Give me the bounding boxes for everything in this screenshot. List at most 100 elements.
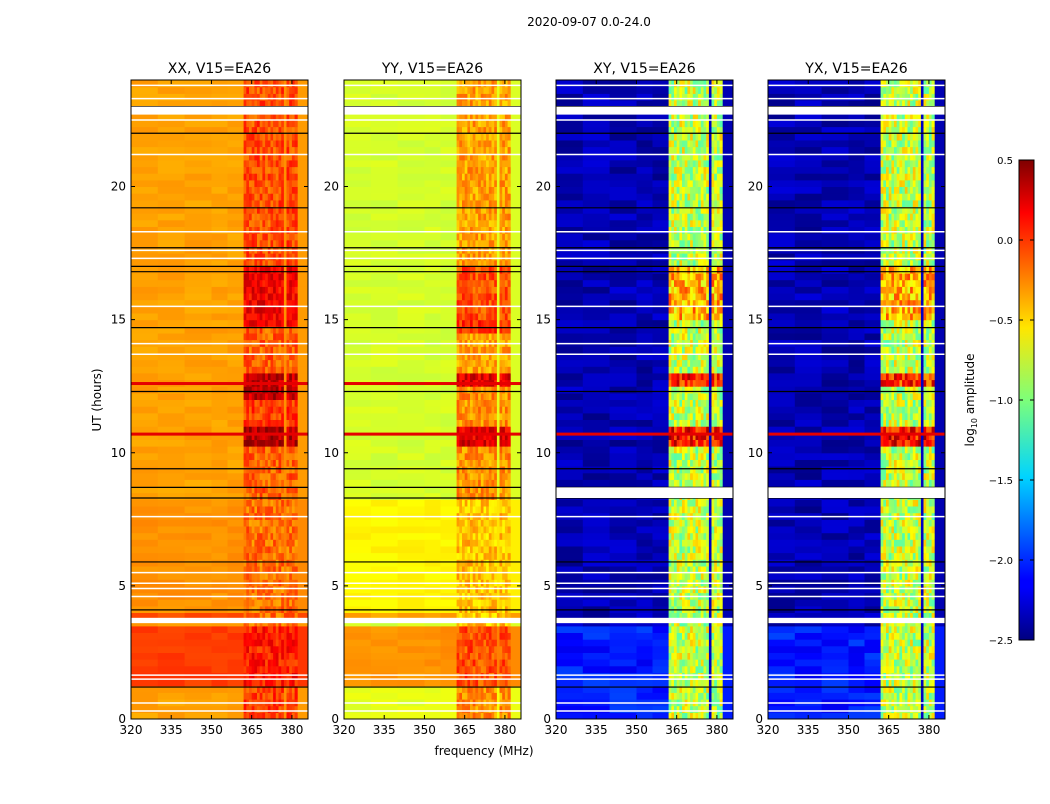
heatmap-cell bbox=[478, 573, 481, 580]
heatmap-cell bbox=[265, 220, 268, 227]
heatmap-cell bbox=[505, 400, 508, 407]
heatmap-cell bbox=[478, 519, 481, 526]
heatmap-cell bbox=[505, 413, 508, 420]
heatmap-cell bbox=[268, 93, 271, 100]
heatmap-cell bbox=[500, 506, 503, 513]
heatmap-cell bbox=[287, 692, 290, 699]
heatmap-cell bbox=[475, 180, 478, 187]
heatmap-cell bbox=[268, 506, 271, 513]
heatmap-cell bbox=[462, 253, 465, 260]
heatmap-cell bbox=[287, 639, 290, 646]
heatmap-cell bbox=[481, 493, 484, 500]
heatmap-cell bbox=[158, 539, 185, 546]
heatmap-cell bbox=[212, 313, 229, 320]
heatmap-cell bbox=[457, 426, 460, 433]
heatmap-cell bbox=[297, 413, 308, 420]
heatmap-cell bbox=[508, 306, 511, 313]
heatmap-cell bbox=[465, 420, 468, 427]
heatmap-cell bbox=[505, 659, 508, 666]
heatmap-cell bbox=[500, 213, 503, 220]
heatmap-cell bbox=[425, 446, 442, 453]
heatmap-cell bbox=[276, 273, 279, 280]
heatmap-cell bbox=[228, 553, 245, 560]
heatmap-cell bbox=[481, 446, 484, 453]
heatmap-cell bbox=[502, 493, 505, 500]
heatmap-cell bbox=[502, 692, 505, 699]
heatmap-cell bbox=[292, 573, 295, 580]
heatmap-cell bbox=[344, 706, 371, 713]
heatmap-cell bbox=[289, 459, 292, 466]
heatmap-cell bbox=[489, 473, 492, 480]
heatmap-cell bbox=[344, 446, 371, 453]
heatmap-cell bbox=[273, 306, 276, 313]
heatmap-cell bbox=[398, 666, 425, 673]
heatmap-cell bbox=[249, 493, 252, 500]
heatmap-cell bbox=[510, 180, 521, 187]
heatmap-cell bbox=[273, 386, 276, 393]
heatmap-cell bbox=[252, 573, 255, 580]
heatmap-cell bbox=[494, 459, 497, 466]
heatmap-cell bbox=[281, 559, 284, 566]
heatmap-cell bbox=[246, 506, 249, 513]
heatmap-cell bbox=[457, 473, 460, 480]
heatmap-cell bbox=[289, 180, 292, 187]
heatmap-cell bbox=[510, 93, 521, 100]
heatmap-cell bbox=[505, 233, 508, 240]
heatmap-cell bbox=[478, 506, 481, 513]
heatmap-cell bbox=[249, 226, 252, 233]
heatmap-cell bbox=[158, 173, 185, 180]
heatmap-cell bbox=[228, 173, 245, 180]
heatmap-cell bbox=[131, 273, 158, 280]
heatmap-cell bbox=[502, 633, 505, 640]
heatmap-cell bbox=[260, 393, 263, 400]
heatmap-cell bbox=[158, 366, 185, 373]
heatmap-cell bbox=[462, 466, 465, 473]
heatmap-cell bbox=[371, 420, 398, 427]
heatmap-cell bbox=[246, 306, 249, 313]
heatmap-cell bbox=[500, 346, 503, 353]
heatmap-cell bbox=[297, 400, 308, 407]
heatmap-cell bbox=[276, 200, 279, 207]
heatmap-cell bbox=[279, 459, 282, 466]
heatmap-cell bbox=[289, 553, 292, 560]
heatmap-cell bbox=[508, 573, 511, 580]
heatmap-cell bbox=[478, 193, 481, 200]
heatmap-cell bbox=[481, 333, 484, 340]
heatmap-cell bbox=[212, 493, 229, 500]
heatmap-cell bbox=[344, 506, 371, 513]
heatmap-cell bbox=[441, 473, 458, 480]
heatmap-cell bbox=[481, 526, 484, 533]
heatmap-cell bbox=[273, 626, 276, 633]
heatmap-cell bbox=[478, 273, 481, 280]
heatmap-cell bbox=[276, 526, 279, 533]
heatmap-cell bbox=[268, 200, 271, 207]
heatmap-cell bbox=[276, 679, 279, 686]
heatmap-cell bbox=[478, 459, 481, 466]
heatmap-cell bbox=[473, 533, 476, 540]
heatmap-cell bbox=[489, 692, 492, 699]
heatmap-cell bbox=[246, 633, 249, 640]
heatmap-cell bbox=[273, 453, 276, 460]
heatmap-cell bbox=[273, 187, 276, 194]
heatmap-cell bbox=[473, 120, 476, 127]
heatmap-cell bbox=[268, 459, 271, 466]
heatmap-cell bbox=[260, 420, 263, 427]
heatmap-cell bbox=[297, 553, 308, 560]
heatmap-cell bbox=[465, 553, 468, 560]
heatmap-cell bbox=[508, 346, 511, 353]
heatmap-cell bbox=[281, 253, 284, 260]
heatmap-cell bbox=[158, 180, 185, 187]
heatmap-cell bbox=[465, 140, 468, 147]
heatmap-cell bbox=[344, 526, 371, 533]
heatmap-cell bbox=[228, 87, 245, 94]
heatmap-cell bbox=[257, 93, 260, 100]
heatmap-cell bbox=[398, 466, 425, 473]
heatmap-cell bbox=[257, 546, 260, 553]
heatmap-cell bbox=[246, 193, 249, 200]
heatmap-cell bbox=[500, 406, 503, 413]
heatmap-cell bbox=[252, 253, 255, 260]
heatmap-cell bbox=[441, 293, 458, 300]
heatmap-cell bbox=[475, 286, 478, 293]
heatmap-cell bbox=[158, 373, 185, 380]
heatmap-cell bbox=[486, 652, 489, 659]
